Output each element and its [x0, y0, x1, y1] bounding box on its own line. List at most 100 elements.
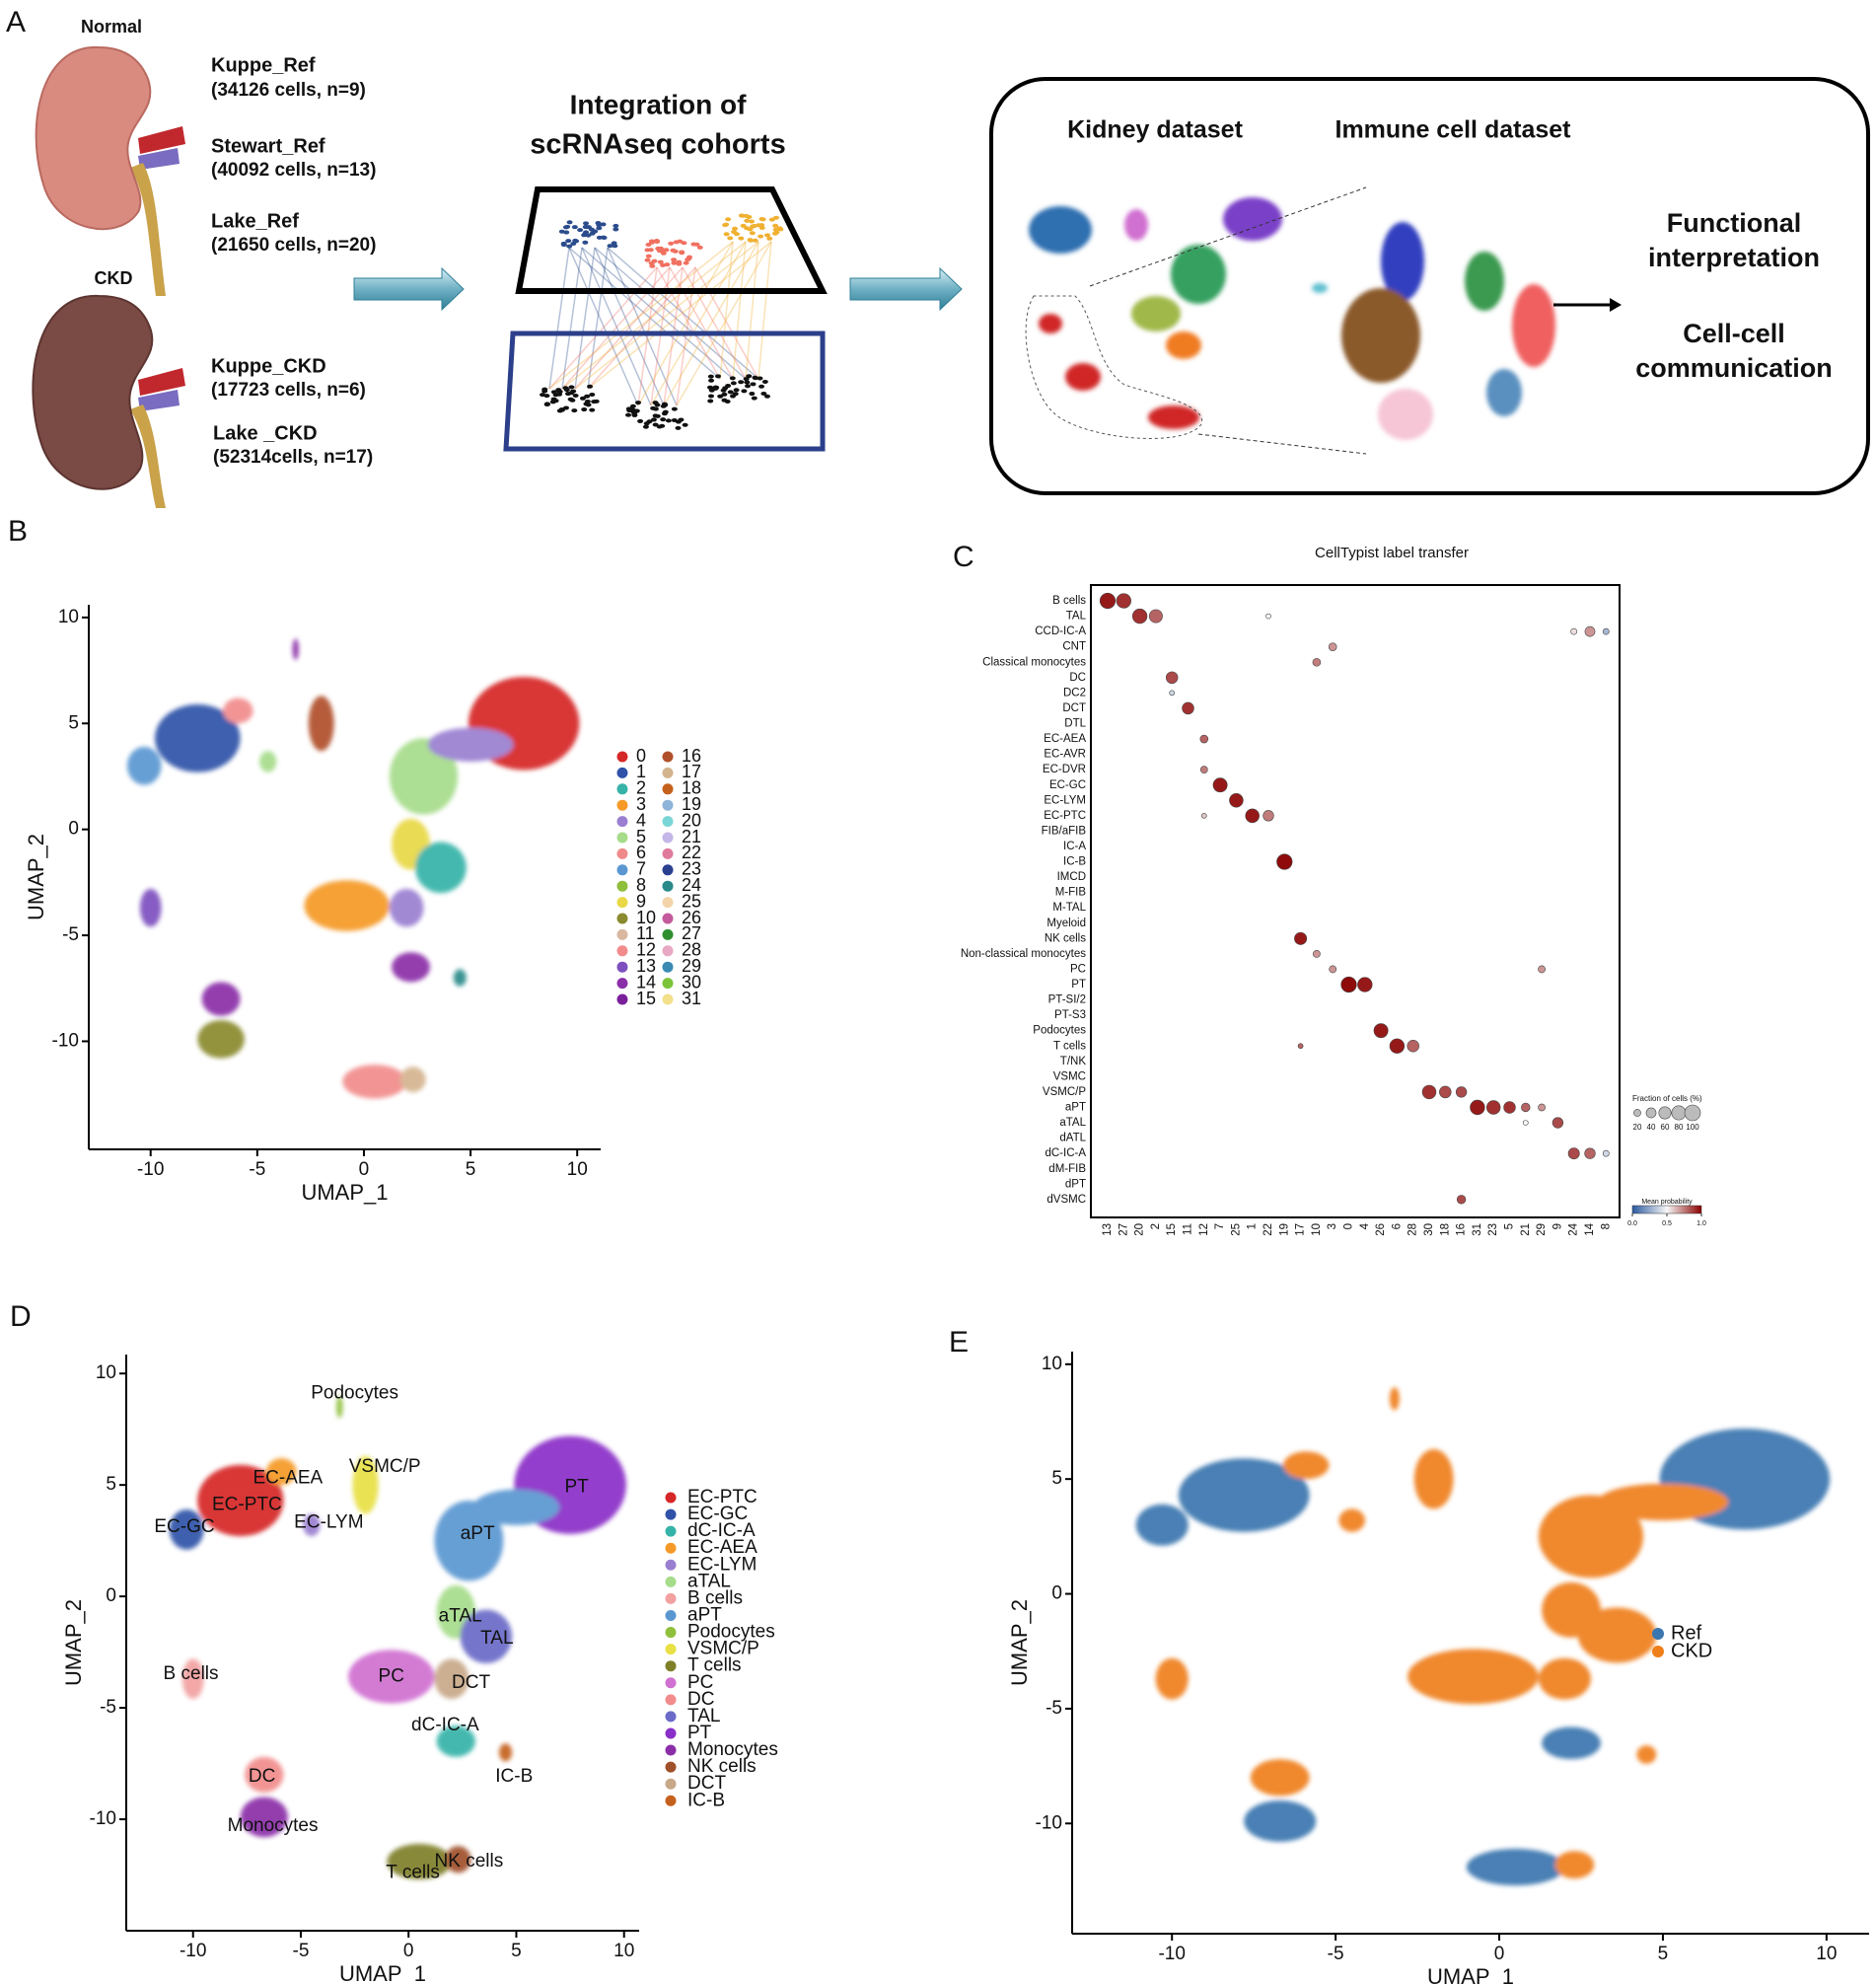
legend-swatch — [662, 832, 674, 844]
cell-cloud — [304, 880, 390, 931]
cell-cloud — [197, 1019, 245, 1059]
ureter — [130, 404, 166, 508]
column-label: 11 — [1183, 1223, 1194, 1235]
legend-label: 6 — [636, 843, 646, 862]
dot — [1584, 625, 1596, 637]
dot — [1169, 690, 1176, 697]
cell-dot — [589, 407, 596, 412]
dot — [1099, 592, 1117, 610]
legend-label: 10 — [636, 908, 656, 927]
cell-dot — [758, 384, 765, 389]
dot — [1522, 1120, 1529, 1126]
legend-label: 25 — [682, 891, 701, 911]
cluster-label: EC-GC — [154, 1516, 214, 1537]
cell-dot — [660, 251, 667, 256]
link-line — [682, 266, 747, 380]
dot — [1439, 1085, 1452, 1099]
dataset-name: Kuppe_Ref — [211, 54, 316, 76]
link-line — [669, 266, 734, 380]
cell-dot — [664, 262, 671, 267]
legend-label: Podocytes — [687, 1622, 775, 1643]
blob — [1148, 405, 1199, 429]
legend-swatch — [665, 1609, 677, 1621]
cell-cloud — [498, 1743, 513, 1762]
dataset-detail: (34126 cells, n=9) — [211, 80, 366, 101]
umap-points — [169, 1395, 626, 1880]
cell-dot — [738, 236, 745, 241]
output-text: Cell-cell — [1683, 319, 1785, 348]
legend-label: 15 — [636, 989, 656, 1008]
x-tick-label: -5 — [293, 1941, 310, 1961]
legend-label: 23 — [682, 859, 701, 879]
y-tick-label: 10 — [1042, 1354, 1062, 1374]
column-label: 27 — [1118, 1223, 1129, 1236]
cell-dot — [564, 392, 571, 397]
x-tick-label: -5 — [249, 1159, 265, 1180]
legend-swatch — [665, 1576, 677, 1587]
column-label: 4 — [1359, 1222, 1371, 1229]
legend-swatch — [662, 783, 674, 795]
link-line — [574, 241, 759, 390]
legend-label: DC — [687, 1689, 714, 1710]
legend-swatch — [662, 897, 674, 909]
cell-cloud — [1577, 1607, 1657, 1663]
panel-label: A — [6, 6, 26, 38]
cell-cloud — [1250, 1759, 1310, 1797]
legend-label: 8 — [636, 875, 646, 895]
cell-dot — [744, 218, 751, 223]
column-label: 16 — [1456, 1223, 1468, 1236]
row-label: DTL — [1064, 718, 1086, 730]
legend-label: CKD — [1671, 1640, 1712, 1661]
legend-swatch — [662, 928, 674, 940]
cell-dot — [589, 392, 596, 397]
legend-swatch — [665, 1627, 677, 1639]
cluster-label: aTAL — [439, 1605, 482, 1626]
dot — [1485, 1100, 1501, 1115]
cell-dot — [660, 404, 667, 408]
legend-label: NK cells — [687, 1756, 757, 1777]
x-tick-label: 5 — [1658, 1944, 1669, 1964]
cell-dot — [642, 424, 649, 429]
cell-cloud — [414, 842, 467, 894]
row-label: VSMC/P — [1043, 1086, 1086, 1098]
link-line — [574, 247, 596, 390]
legend-label: 0 — [636, 746, 646, 766]
cell-dot — [660, 248, 667, 253]
arrow — [353, 266, 465, 312]
row-label: M-FIB — [1055, 887, 1087, 899]
y-tick-label: 10 — [96, 1362, 116, 1383]
cluster-label: PT — [564, 1476, 589, 1497]
cell-dot — [635, 401, 642, 405]
cell-cloud — [266, 1458, 297, 1486]
integration-diagram — [540, 213, 784, 430]
row-label: PC — [1070, 963, 1086, 975]
legend-label: 9 — [636, 891, 646, 911]
kidney-dataset-title: Kidney dataset — [1067, 116, 1244, 144]
link-line — [587, 241, 772, 390]
legend-swatch — [616, 783, 628, 795]
cell-dot — [727, 236, 734, 241]
dot — [1373, 1023, 1389, 1039]
column-label: 17 — [1295, 1223, 1307, 1236]
cell-dot — [565, 239, 572, 244]
legend-swatch — [665, 1508, 677, 1520]
link-line — [663, 241, 759, 406]
legend-label: 7 — [636, 859, 646, 879]
cell-dot — [581, 407, 588, 412]
cell-dot — [733, 388, 740, 393]
legend-swatch — [662, 961, 674, 973]
legend-swatch — [665, 1644, 677, 1655]
y-tick-label: 5 — [1051, 1468, 1062, 1489]
cell-dot — [686, 255, 693, 259]
legend-swatch — [662, 816, 674, 828]
cell-cloud — [1155, 1657, 1189, 1700]
output-text: communication — [1635, 353, 1833, 383]
cell-dot — [584, 394, 591, 399]
x-tick-label: 5 — [511, 1941, 522, 1961]
x-tick-label: -10 — [180, 1941, 206, 1961]
row-label: dM-FIB — [1048, 1163, 1086, 1175]
column-label: 0 — [1343, 1223, 1355, 1229]
row-label: EC-LYM — [1044, 794, 1086, 806]
legend-label: 3 — [636, 794, 646, 814]
legend-swatch — [616, 799, 628, 811]
